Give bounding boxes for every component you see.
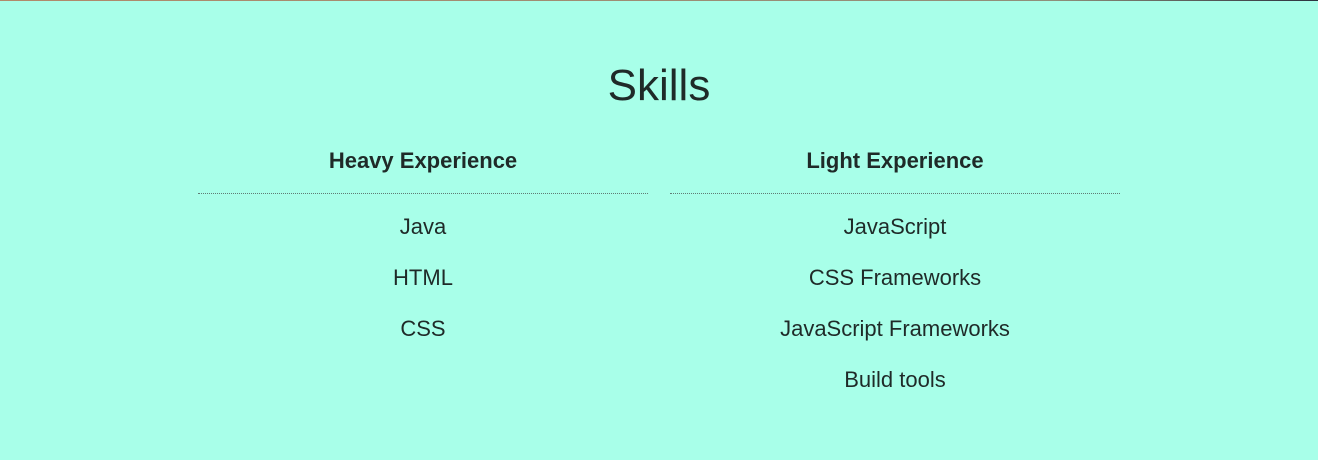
skill-build-tools: Build tools bbox=[844, 367, 946, 392]
skill-html: HTML bbox=[393, 265, 453, 290]
light-experience-list: JavaScript CSS Frameworks JavaScript Fra… bbox=[670, 210, 1120, 414]
skill-javascript: JavaScript bbox=[843, 214, 947, 239]
heavy-experience-list: Java HTML CSS bbox=[198, 210, 648, 363]
light-experience-column: Light Experience JavaScript CSS Framewor… bbox=[670, 143, 1120, 414]
skill-css: CSS bbox=[400, 316, 446, 341]
light-experience-divider bbox=[670, 193, 1120, 194]
skill-css-frameworks: CSS Frameworks bbox=[808, 265, 982, 290]
section-title: Skills bbox=[607, 61, 711, 110]
top-border-strip bbox=[0, 0, 1318, 1]
heavy-experience-column: Heavy Experience Java HTML CSS bbox=[198, 143, 648, 363]
heavy-experience-divider bbox=[198, 193, 648, 194]
skill-java: Java bbox=[399, 214, 447, 239]
light-experience-heading: Light Experience bbox=[806, 148, 984, 173]
skill-javascript-frameworks: JavaScript Frameworks bbox=[780, 316, 1010, 341]
heavy-experience-heading: Heavy Experience bbox=[328, 148, 518, 173]
